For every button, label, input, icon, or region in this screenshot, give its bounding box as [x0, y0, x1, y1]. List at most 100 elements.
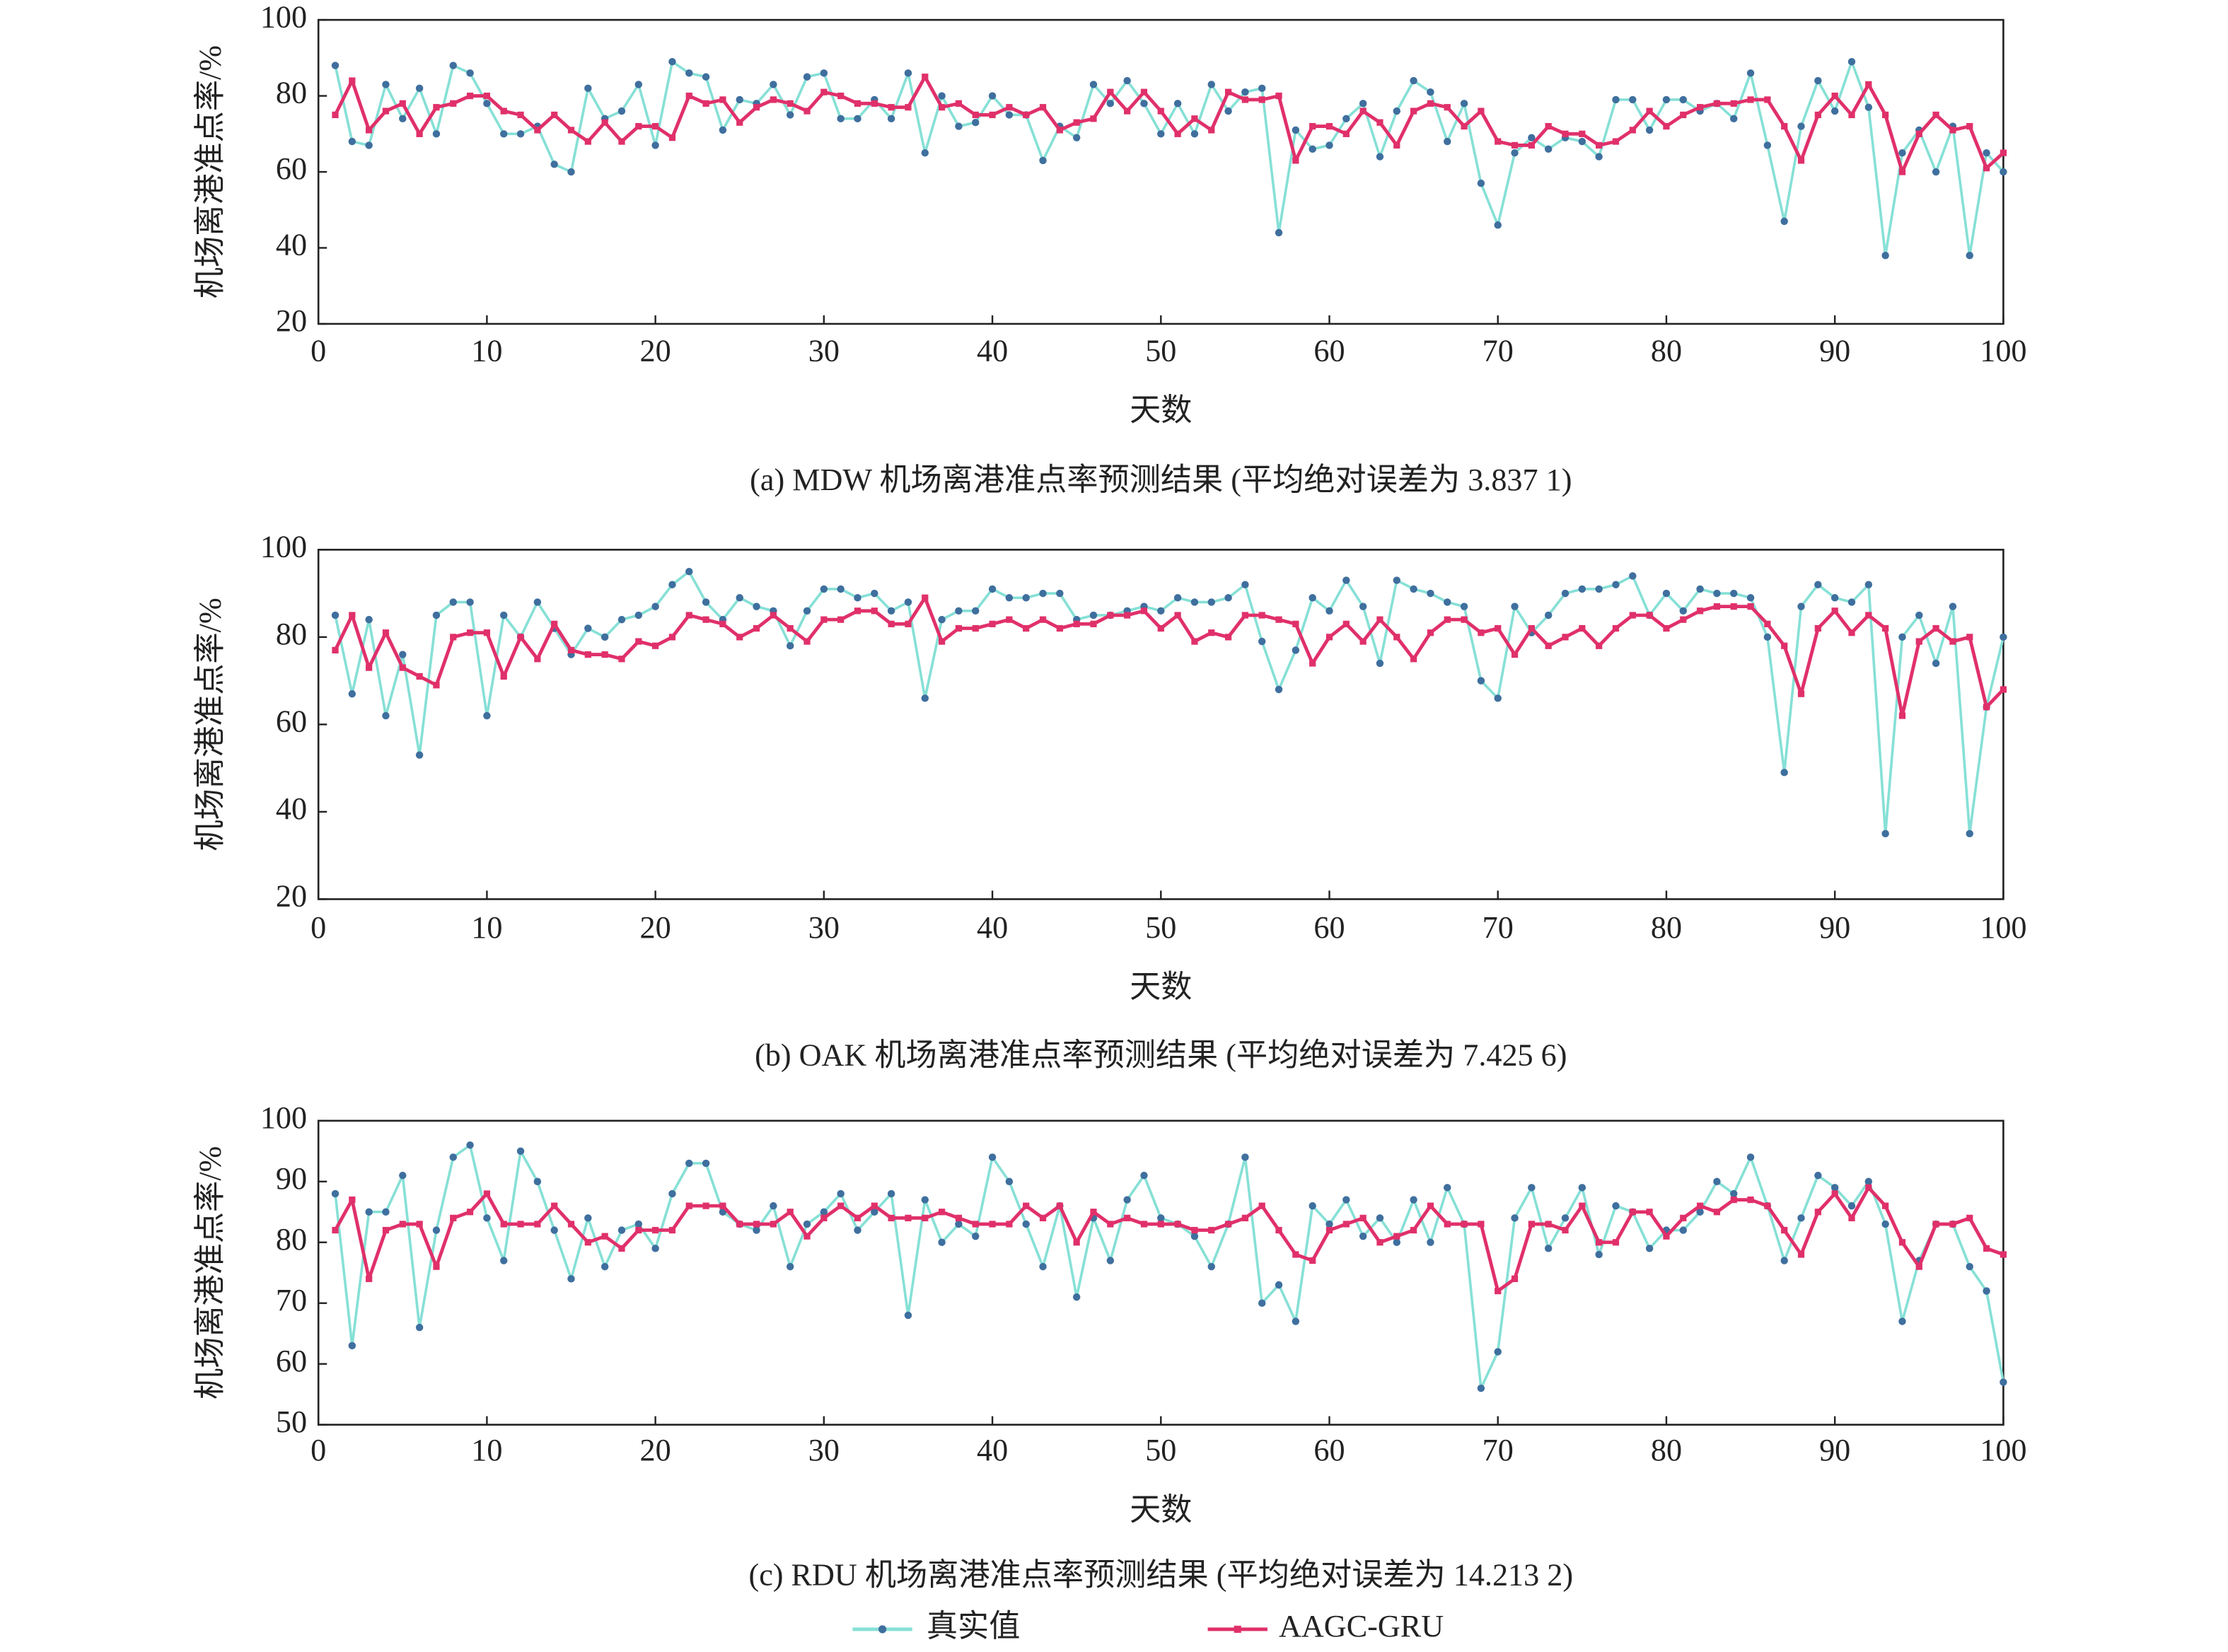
data-point: [601, 651, 608, 658]
data-point: [1747, 1196, 1754, 1204]
data-point: [567, 127, 575, 134]
data-point: [450, 634, 457, 641]
data-point: [1478, 629, 1485, 636]
data-point: [1477, 1384, 1485, 1392]
data-point: [466, 1141, 474, 1149]
data-point: [533, 598, 542, 606]
data-point: [668, 58, 676, 66]
data-point: [1898, 1317, 1906, 1325]
x-tick-label: 40: [977, 910, 1008, 945]
data-point: [1544, 611, 1553, 620]
data-point: [922, 594, 929, 601]
data-point: [1528, 141, 1535, 149]
data-point: [988, 1153, 997, 1161]
data-point: [719, 1202, 726, 1209]
data-point: [1814, 1171, 1822, 1180]
data-point: [500, 130, 508, 138]
x-tick-label: 30: [808, 910, 840, 945]
data-point: [1494, 694, 1502, 702]
x-tick-label: 90: [1819, 333, 1850, 368]
data-point: [1342, 576, 1350, 584]
data-point: [1881, 830, 1889, 838]
data-point: [1292, 126, 1300, 134]
data-point: [1039, 1214, 1047, 1221]
data-point: [618, 138, 625, 145]
x-axis-label: 天数: [1130, 393, 1192, 428]
data-point: [702, 1202, 709, 1209]
data-point: [1932, 168, 1940, 176]
data-point: [736, 119, 743, 126]
data-point: [1006, 616, 1013, 623]
data-point: [584, 651, 591, 658]
data-point: [1763, 633, 1772, 641]
data-point: [1612, 624, 1620, 632]
x-tick-label: 50: [1145, 1433, 1176, 1467]
data-point: [1258, 1299, 1266, 1307]
data-point: [888, 1214, 895, 1221]
data-point: [1157, 607, 1165, 615]
data-point: [1949, 127, 1956, 134]
data-point: [382, 81, 390, 88]
data-point: [1730, 589, 1738, 598]
data-point: [1511, 651, 1519, 658]
data-point: [1039, 104, 1047, 111]
data-point: [972, 118, 980, 127]
data-point: [786, 1262, 794, 1271]
data-point: [1814, 1209, 1821, 1216]
x-tick-label: 20: [640, 910, 671, 945]
data-point: [1579, 130, 1586, 137]
data-point: [466, 69, 474, 77]
data-point: [1157, 1214, 1165, 1222]
data-point: [1325, 141, 1333, 149]
data-point: [1730, 1189, 1738, 1198]
data-point: [1241, 1153, 1249, 1161]
data-point: [1579, 624, 1586, 632]
data-point: [1663, 122, 1670, 130]
data-point: [922, 74, 929, 81]
data-point: [1073, 1239, 1080, 1246]
x-tick-label: 20: [640, 333, 671, 368]
x-tick-label: 50: [1145, 910, 1176, 945]
data-point: [837, 585, 845, 593]
data-point: [668, 134, 676, 141]
data-point: [416, 1221, 423, 1228]
data-point: [466, 92, 474, 100]
data-point: [1595, 1250, 1603, 1259]
data-point: [584, 624, 592, 632]
data-point: [1814, 111, 1821, 119]
y-tick-label: 80: [276, 1222, 307, 1257]
data-point: [1511, 1214, 1519, 1222]
data-point: [1258, 1202, 1265, 1209]
data-point: [1393, 141, 1400, 149]
data-point: [1089, 611, 1098, 620]
data-point: [1461, 616, 1468, 623]
data-point: [1174, 1221, 1181, 1228]
data-point: [382, 1226, 390, 1234]
data-point: [837, 616, 845, 623]
data-point: [685, 69, 693, 77]
data-point: [567, 168, 575, 176]
data-point: [938, 1209, 946, 1216]
data-point: [854, 100, 861, 107]
data-point: [1275, 92, 1282, 100]
caption: (c) RDU 机场离港准点率预测结果 (平均绝对误差为 14.213 2): [748, 1558, 1573, 1593]
series-line: [334, 1144, 2005, 1390]
data-point: [1494, 1348, 1502, 1356]
data-point: [349, 612, 356, 619]
data-point: [668, 1189, 676, 1198]
data-point: [1595, 585, 1603, 593]
data-point: [904, 598, 912, 606]
data-point: [1393, 1233, 1400, 1240]
data-point: [736, 594, 743, 602]
data-point: [382, 1208, 390, 1216]
data-point: [871, 100, 878, 107]
data-point: [634, 81, 643, 88]
data-point: [432, 1226, 441, 1234]
data-point: [1848, 1214, 1855, 1221]
data-point: [1881, 252, 1889, 260]
data-point: [618, 1245, 625, 1252]
data-point: [365, 141, 373, 149]
data-point: [938, 638, 946, 645]
data-point: [1612, 1239, 1620, 1246]
data-point: [1410, 76, 1417, 85]
